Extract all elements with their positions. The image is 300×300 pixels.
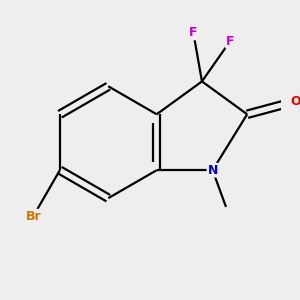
Text: Br: Br (26, 210, 41, 223)
Text: F: F (226, 34, 234, 48)
Text: N: N (207, 164, 218, 177)
Text: F: F (189, 26, 198, 40)
Text: O: O (290, 95, 300, 108)
